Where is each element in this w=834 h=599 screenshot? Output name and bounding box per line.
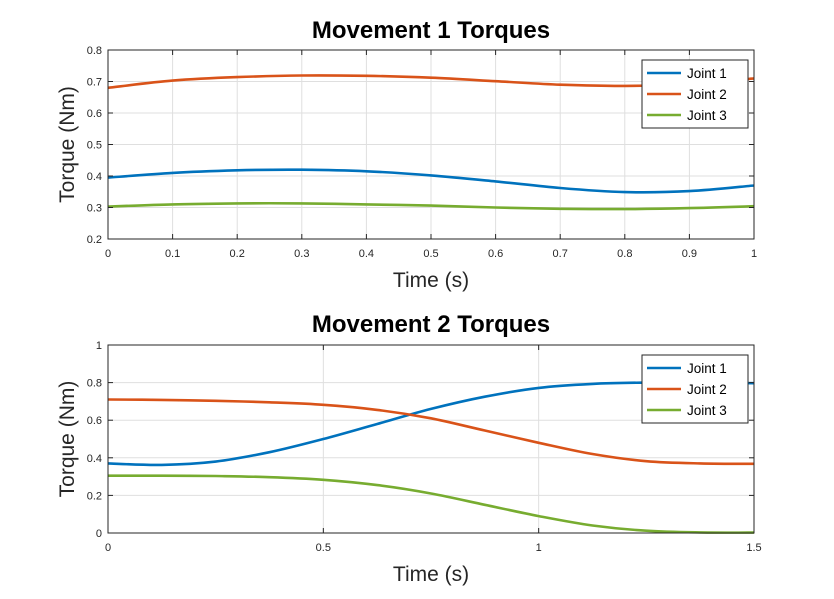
legend-label: Joint 3 bbox=[687, 403, 727, 418]
subplot-movement-2: 0 0.5 1 1.5 0 0.2 0.4 0.6 0.8 1 Movement 2 Torque… bbox=[56, 311, 762, 586]
x-tick-label: 0.5 bbox=[423, 248, 438, 260]
chart-title: Movement 1 Torques bbox=[312, 17, 550, 44]
axes-frame bbox=[107, 344, 755, 534]
y-tick-label: 0.5 bbox=[87, 140, 102, 152]
y-tick-label: 1 bbox=[96, 340, 102, 352]
tick-labels: 0 0.1 0.2 0.3 0.4 0.5 0.6 0.7 0.8 0.9 1 0.2 0.3 0.4 0.… bbox=[87, 45, 757, 260]
tick-labels: 0 0.5 1 1.5 0 0.2 0.4 0.6 0.8 1 bbox=[87, 340, 762, 554]
legend: Joint 1 Joint 2 Joint 3 bbox=[641, 354, 749, 424]
x-tick-label: 1 bbox=[536, 542, 542, 554]
legend-label: Joint 1 bbox=[687, 66, 727, 81]
series-line-joint-1 bbox=[107, 168, 755, 194]
y-tick-label: 0.3 bbox=[87, 203, 102, 215]
x-tick-label: 0.7 bbox=[553, 248, 568, 260]
x-tick-label: 0 bbox=[105, 248, 111, 260]
y-tick-label: 0.7 bbox=[87, 77, 102, 89]
series-line-joint-3 bbox=[107, 474, 755, 534]
x-tick-label: 0.8 bbox=[617, 248, 632, 260]
subplot-movement-1: 0 0.1 0.2 0.3 0.4 0.5 0.6 0.7 0.8 0.9 1 0.2 0.3 0.4 0.… bbox=[56, 17, 757, 292]
legend-label: Joint 2 bbox=[687, 87, 727, 102]
legend-label: Joint 2 bbox=[687, 382, 727, 397]
x-axis-label: Time (s) bbox=[393, 269, 469, 292]
x-tick-label: 1.5 bbox=[746, 542, 761, 554]
legend: Joint 1 Joint 2 Joint 3 bbox=[641, 59, 749, 129]
chart-title: Movement 2 Torques bbox=[312, 311, 550, 338]
y-tick-label: 0.6 bbox=[87, 108, 102, 120]
x-tick-label: 0.9 bbox=[682, 248, 697, 260]
y-tick-label: 0.2 bbox=[87, 234, 102, 246]
y-tick-label: 0.4 bbox=[87, 171, 102, 183]
series-line-joint-3 bbox=[107, 201, 755, 211]
y-tick-label: 0.6 bbox=[87, 415, 102, 427]
y-axis-label: Torque (Nm) bbox=[56, 86, 79, 203]
legend-label: Joint 1 bbox=[687, 361, 727, 376]
y-tick-label: 0.4 bbox=[87, 453, 102, 465]
x-tick-label: 0.2 bbox=[230, 248, 245, 260]
x-tick-label: 0.6 bbox=[488, 248, 503, 260]
x-tick-label: 0 bbox=[105, 542, 111, 554]
y-axis-label: Torque (Nm) bbox=[56, 381, 79, 498]
y-tick-label: 0.2 bbox=[87, 490, 102, 502]
x-tick-label: 1 bbox=[751, 248, 757, 260]
x-axis-label: Time (s) bbox=[393, 563, 469, 586]
y-tick-label: 0.8 bbox=[87, 378, 102, 390]
x-tick-label: 0.5 bbox=[316, 542, 331, 554]
x-tick-label: 0.4 bbox=[359, 248, 374, 260]
legend-label: Joint 3 bbox=[687, 108, 727, 123]
y-tick-label: 0.8 bbox=[87, 45, 102, 57]
series-line-joint-2 bbox=[107, 398, 755, 466]
x-tick-label: 0.1 bbox=[165, 248, 180, 260]
x-tick-label: 0.3 bbox=[294, 248, 309, 260]
y-tick-label: 0 bbox=[96, 528, 102, 540]
